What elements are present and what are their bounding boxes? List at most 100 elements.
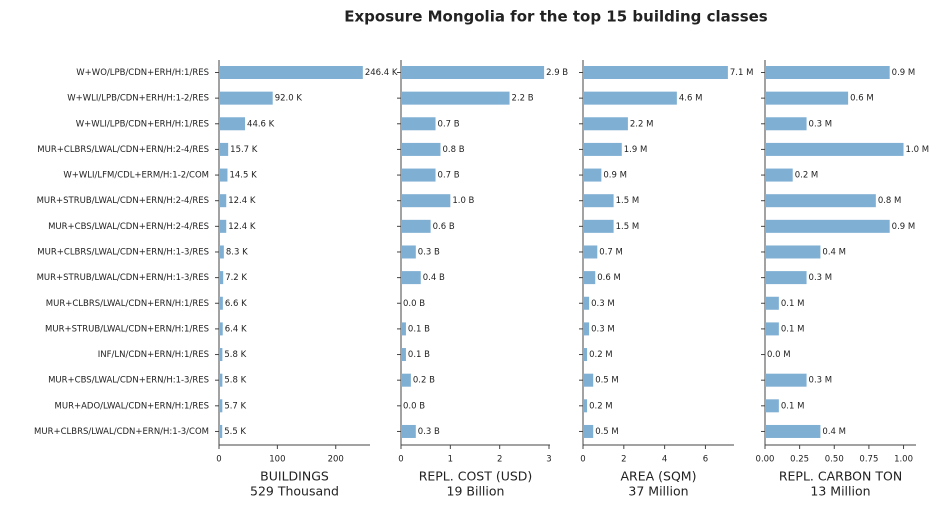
bar	[401, 194, 451, 208]
bar	[583, 322, 590, 336]
bar	[583, 91, 677, 105]
y-tick-label: W+WO/LPB/CDN+ERH/H:1/RES	[76, 68, 209, 78]
value-label: 0.7 M	[599, 247, 623, 257]
x-axis-label: 529 Thousand	[250, 484, 339, 499]
x-axis-label: 19 Billion	[447, 484, 505, 499]
bar	[219, 117, 246, 131]
bar	[401, 142, 441, 156]
bar	[765, 296, 779, 310]
value-label: 0.4 B	[423, 273, 445, 283]
value-label: 0.5 M	[595, 376, 619, 386]
bar	[219, 168, 228, 182]
bar	[219, 194, 227, 208]
value-label: 7.2 K	[225, 273, 247, 283]
y-tick-label: MUR+CLBRS/LWAL/CDN+ERN/H:2-4/RES	[37, 145, 209, 155]
value-label: 0.5 M	[595, 427, 619, 437]
value-label: 0.2 B	[413, 376, 435, 386]
x-tick-label: 100	[269, 455, 285, 465]
value-label: 0.0 M	[767, 350, 791, 360]
bar	[401, 168, 436, 182]
x-tick-label: 0.25	[790, 455, 809, 465]
value-label: 0.8 M	[878, 196, 902, 206]
value-label: 0.4 M	[822, 427, 846, 437]
bar	[765, 245, 821, 259]
value-label: 0.1 M	[781, 299, 805, 309]
value-label: 14.5 K	[229, 171, 257, 181]
bar	[219, 399, 223, 413]
bar	[765, 373, 807, 387]
x-tick-label: 4	[662, 455, 667, 465]
value-label: 0.6 M	[597, 273, 621, 283]
bar	[583, 296, 590, 310]
bar	[219, 142, 229, 156]
bar	[401, 373, 411, 387]
value-label: 6.4 K	[225, 324, 247, 334]
x-tick-label: 0	[398, 455, 403, 465]
value-label: 1.9 M	[624, 145, 648, 155]
value-label: 6.6 K	[225, 299, 247, 309]
bar	[583, 245, 598, 259]
bar	[765, 66, 890, 79]
y-tick-label: MUR+CLBRS/LWAL/CDN+ERN/H:1-3/COM	[34, 427, 209, 437]
y-tick-label: MUR+ADO/LWAL/CDN+ERN/H:1/RES	[55, 401, 209, 411]
value-label: 0.2 M	[795, 171, 819, 181]
x-axis-label: REPL. COST (USD)	[419, 469, 533, 484]
value-label: 0.9 M	[603, 171, 627, 181]
bar	[765, 219, 890, 233]
x-tick-label: 2	[621, 455, 626, 465]
bar	[219, 271, 224, 285]
x-tick-label: 0	[216, 455, 221, 465]
value-label: 1.0 B	[452, 196, 474, 206]
value-label: 8.3 K	[226, 247, 248, 257]
bar	[219, 373, 223, 387]
x-tick-label: 0	[580, 455, 585, 465]
bar	[219, 91, 273, 105]
bar	[401, 219, 431, 233]
x-axis-label: BUILDINGS	[260, 469, 329, 484]
y-tick-label: MUR+STRUB/LWAL/CDN+ERN/H:1/RES	[45, 324, 209, 334]
value-label: 4.6 M	[679, 94, 703, 104]
bar	[765, 399, 779, 413]
chart-title: Exposure Mongolia for the top 15 buildin…	[344, 8, 768, 26]
y-tick-label: MUR+STRUB/LWAL/CDN+ERN/H:1-3/RES	[37, 273, 209, 283]
x-tick-label: 0.50	[825, 455, 844, 465]
bar	[219, 424, 223, 438]
value-label: 246.4 K	[365, 68, 398, 78]
bar	[401, 245, 416, 259]
value-label: 2.2 M	[630, 119, 654, 129]
y-tick-label: MUR+CBS/LWAL/CDN+ERN/H:2-4/RES	[48, 222, 209, 232]
bar	[583, 399, 588, 413]
value-label: 92.0 K	[275, 94, 303, 104]
bar	[583, 424, 594, 438]
value-label: 0.3 B	[418, 427, 440, 437]
bar	[401, 117, 436, 131]
y-tick-label: MUR+CLBRS/LWAL/CDN+ERN/H:1/RES	[46, 299, 209, 309]
bar	[401, 322, 406, 336]
bar	[219, 66, 363, 79]
value-label: 0.7 B	[438, 119, 460, 129]
value-label: 0.1 M	[781, 324, 805, 334]
value-label: 1.0 M	[906, 145, 930, 155]
value-label: 0.8 B	[442, 145, 464, 155]
value-label: 0.3 B	[418, 247, 440, 257]
bar	[219, 322, 223, 336]
x-tick-label: 3	[546, 455, 551, 465]
bar	[583, 168, 602, 182]
x-tick-label: 0.00	[756, 455, 775, 465]
y-tick-label: INF/LN/CDN+ERN/H:1/RES	[98, 350, 209, 360]
bar	[765, 168, 793, 182]
bar	[401, 271, 421, 285]
value-label: 0.6 B	[433, 222, 455, 232]
y-tick-label: W+WLI/LPB/CDN+ERH/H:1/RES	[76, 119, 209, 129]
value-label: 0.7 B	[438, 171, 460, 181]
value-label: 0.3 M	[591, 299, 615, 309]
value-label: 0.3 M	[809, 119, 833, 129]
x-axis-label: AREA (SQM)	[621, 469, 697, 484]
value-label: 0.4 M	[822, 247, 846, 257]
value-label: 5.8 K	[224, 350, 246, 360]
x-axis-label: REPL. CARBON TON	[779, 469, 902, 484]
bar	[765, 424, 821, 438]
bar	[219, 219, 227, 233]
bar	[583, 117, 628, 131]
